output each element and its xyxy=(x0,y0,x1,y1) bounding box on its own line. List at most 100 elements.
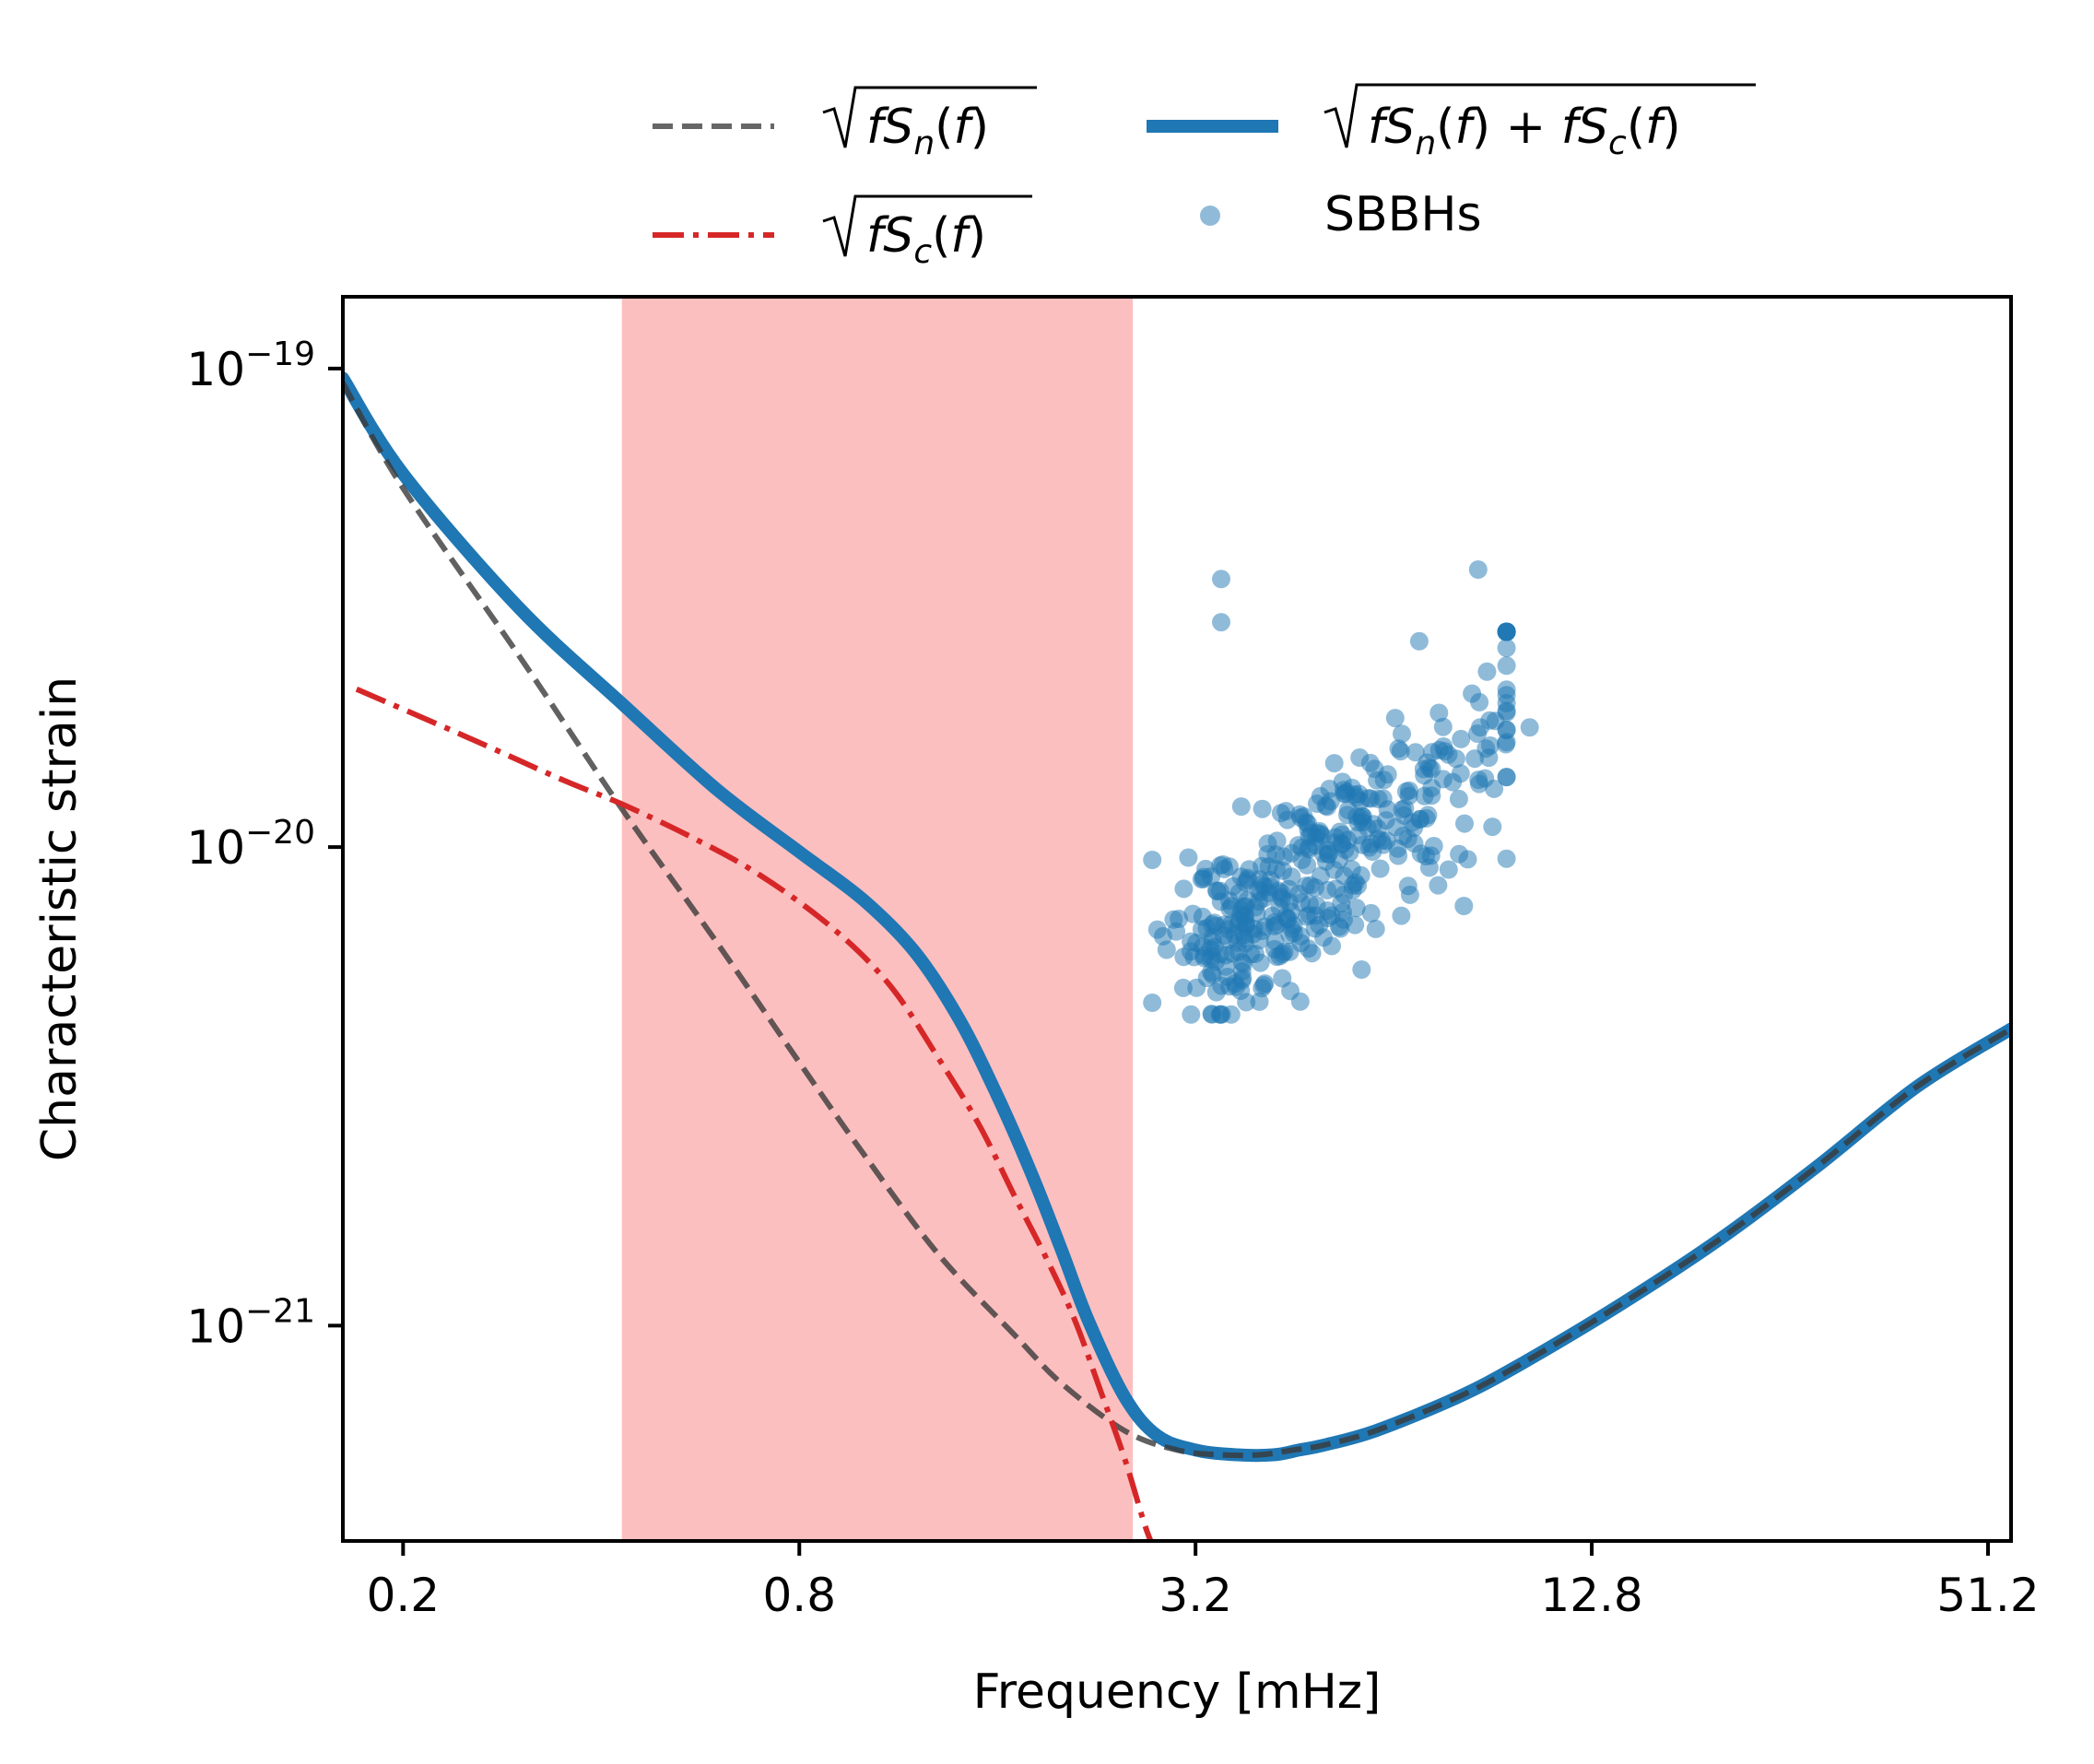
sbbh-point xyxy=(1385,709,1405,728)
sbbh-point xyxy=(1218,920,1238,939)
sbbh-point xyxy=(1320,780,1339,798)
sbbh-point xyxy=(1452,729,1471,748)
sbbh-point xyxy=(1463,684,1482,703)
sbbh-point xyxy=(1300,827,1319,846)
sbbh-point xyxy=(1429,703,1449,723)
sbbh-point xyxy=(1399,786,1418,806)
sbbh-point xyxy=(1300,894,1319,913)
sbbh-point xyxy=(1347,899,1366,918)
sbbh-point xyxy=(1324,754,1344,773)
sbbh-point xyxy=(1497,622,1516,641)
sbbh-point xyxy=(1253,979,1272,998)
sbbh-point xyxy=(1361,903,1381,923)
sbbh-point xyxy=(1231,797,1251,817)
sbbh-point xyxy=(1435,742,1454,761)
sbbh-point xyxy=(1224,876,1243,896)
sbbh-point xyxy=(1294,806,1313,826)
sbbh-point xyxy=(1360,753,1380,772)
sbbh-point xyxy=(1419,858,1439,877)
sbbh-point xyxy=(1270,898,1289,917)
sbbh-point xyxy=(1276,802,1296,821)
sbbh-point xyxy=(1187,978,1206,997)
sbbh-point xyxy=(1212,613,1230,632)
sbbh-point xyxy=(1182,1005,1201,1024)
sbbh-point xyxy=(1246,898,1265,917)
sbbh-point xyxy=(1346,915,1365,935)
sbbh-point xyxy=(1305,878,1324,897)
y-tick-label: 10−21 xyxy=(186,1292,315,1353)
sbbh-point xyxy=(1468,560,1488,579)
sbbh-point xyxy=(1361,789,1381,808)
sbbh-point xyxy=(1143,994,1162,1012)
sbbh-point xyxy=(1497,656,1516,676)
sbbh-point xyxy=(1282,867,1301,887)
sbbh-point xyxy=(1439,860,1458,879)
sbbh-point xyxy=(1323,936,1341,956)
sbbh-point xyxy=(1411,844,1430,864)
noise-strain-curve xyxy=(343,382,2011,1459)
x-axis-label: Frequency [mHz] xyxy=(973,1664,1382,1720)
sbbh-point xyxy=(1202,867,1221,886)
sbbh-point xyxy=(1212,570,1230,589)
x-tick-label: 12.8 xyxy=(1540,1569,1642,1622)
sbbh-point xyxy=(1239,868,1257,888)
sbbh-point xyxy=(1312,826,1332,845)
svg-text:fSn(f): fSn(f) xyxy=(866,100,989,162)
sbbh-point xyxy=(1143,851,1162,869)
sbbh-point xyxy=(1211,892,1230,911)
sbbh-point xyxy=(1476,769,1495,788)
sbbh-point xyxy=(1313,844,1333,864)
svg-text:fSc(f): fSc(f) xyxy=(866,208,986,271)
sbbh-point xyxy=(1374,835,1393,854)
sbbh-point xyxy=(1318,797,1336,817)
sbbh-point xyxy=(1173,978,1193,997)
sbbh-point xyxy=(1433,717,1453,736)
y-axis-label: Characteristic strain xyxy=(32,676,88,1161)
sbbh-point xyxy=(1391,742,1410,761)
sbbh-point xyxy=(1298,855,1317,875)
sbbh-point xyxy=(1497,849,1516,868)
legend-swatch-sbbh xyxy=(1200,206,1220,226)
sbbh-point xyxy=(1392,906,1411,925)
sbbh-point xyxy=(1477,662,1497,681)
sbbh-point xyxy=(1223,944,1242,963)
sbbh-point xyxy=(1371,859,1390,878)
legend: fSn(f) fSc(f) fSn(f) + fSc(f) SBBHs xyxy=(653,83,1756,271)
sbbh-point xyxy=(1422,779,1441,797)
sbbh-point xyxy=(1429,876,1448,895)
sbbh-point xyxy=(1520,718,1539,737)
sbbh-point xyxy=(1497,639,1516,658)
sbbh-point xyxy=(1236,934,1254,953)
legend-label-total: fSn(f) + fSc(f) xyxy=(1323,83,1756,162)
legend-label-noise: fSn(f) xyxy=(822,86,1037,162)
sbbh-point xyxy=(1233,969,1253,988)
sbbh-point xyxy=(1497,693,1516,712)
sbbh-point xyxy=(1454,897,1474,915)
sbbh-point xyxy=(1250,992,1269,1011)
sbbh-point xyxy=(1203,965,1222,984)
svg-text:fSn(f) + fSc(f): fSn(f) + fSc(f) xyxy=(1368,100,1681,162)
sbbh-point xyxy=(1236,917,1255,936)
sbbh-point xyxy=(1266,845,1286,864)
sbbh-point xyxy=(1497,733,1516,752)
sbbh-point xyxy=(1261,877,1280,897)
sbbh-point xyxy=(1352,960,1371,979)
sbbh-point xyxy=(1265,932,1285,951)
x-axis-ticks: 0.2 0.8 3.2 12.8 51.2 xyxy=(367,1541,2040,1622)
y-tick-label: 10−20 xyxy=(186,814,315,875)
sbbh-point xyxy=(1403,813,1422,832)
curves xyxy=(343,371,2011,1541)
x-tick-label: 3.2 xyxy=(1159,1569,1232,1622)
plot-frame xyxy=(341,295,2013,1543)
sbbh-point xyxy=(1418,806,1438,825)
sbbh-point xyxy=(1449,789,1468,808)
sbbh-point xyxy=(1174,879,1194,899)
sbbh-point xyxy=(1409,631,1429,651)
sbbh-point xyxy=(1202,1005,1221,1024)
sbbh-point xyxy=(1167,922,1186,941)
sbbh-point xyxy=(1480,711,1500,730)
sbbh-point xyxy=(1282,919,1301,938)
sbbh-point xyxy=(1281,982,1300,1001)
x-tick-label: 51.2 xyxy=(1936,1569,2039,1622)
